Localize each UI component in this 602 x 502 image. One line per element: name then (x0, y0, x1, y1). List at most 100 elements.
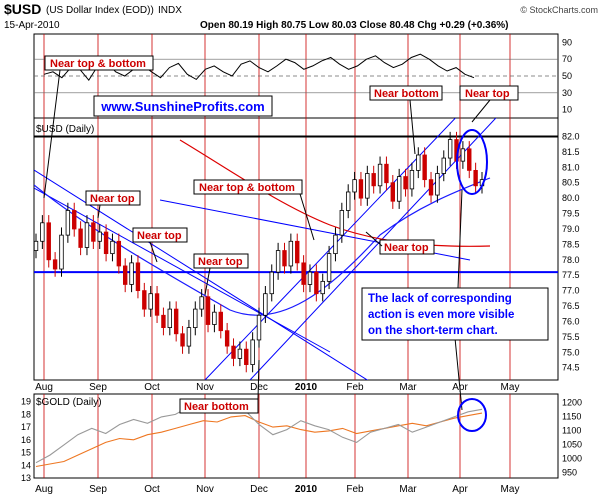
candle-2 (46, 215, 51, 268)
candle-44 (314, 264, 319, 302)
candle-body-3 (52, 259, 58, 270)
candle-10 (97, 224, 102, 249)
gold-left-y-tick-2: 17 (21, 422, 31, 432)
price-y-tick-10: 77.0 (562, 286, 580, 296)
candle-64 (441, 150, 446, 182)
gold-left-y-tick-4: 15 (21, 448, 31, 458)
gold-left-y-tick-6: 13 (21, 473, 31, 483)
candle-8 (84, 215, 90, 256)
annotation-near-bottom-dec: Near bottom (184, 401, 249, 413)
annotation-near-top-feb: Near top (384, 242, 429, 254)
candle-40 (288, 233, 294, 274)
candle-21 (167, 301, 172, 336)
candle-43 (307, 264, 313, 293)
candle-body-34 (250, 339, 255, 365)
candle-18 (148, 285, 153, 317)
candle-38 (275, 242, 281, 280)
gold-layer (35, 402, 483, 468)
candle-body-51 (358, 179, 364, 199)
candle-3 (52, 252, 58, 277)
indicator-y-tick-3: 30 (562, 88, 572, 98)
price-x-tick-3: Nov (196, 382, 214, 393)
candle-body-63 (435, 173, 440, 196)
price-y-tick-6: 79.0 (562, 224, 580, 234)
annotation-near-top-aug: Near top (90, 193, 135, 205)
candle-body-27 (205, 296, 211, 325)
candle-23 (180, 326, 185, 354)
candle-62 (428, 171, 434, 203)
candle-33 (244, 341, 249, 373)
indicator-y-tick-1: 70 (562, 54, 572, 64)
candle-body-6 (72, 210, 77, 230)
date-label: 15-Apr-2010 (4, 20, 60, 31)
candle-body-48 (339, 210, 345, 236)
trend-line-1 (34, 187, 331, 353)
candle-39 (282, 242, 287, 274)
price-y-tick-4: 80.0 (562, 193, 580, 203)
candle-body-16 (135, 262, 141, 292)
candle-15 (129, 255, 134, 293)
ohlc-readout: Open 80.19 High 80.75 Low 80.03 Close 80… (200, 20, 508, 31)
candle-body-44 (314, 271, 319, 295)
candle-13 (116, 233, 122, 274)
candle-25 (193, 301, 198, 336)
candle-body-37 (269, 271, 274, 295)
candle-24 (186, 319, 192, 354)
candle-body-53 (371, 173, 376, 187)
candle-body-9 (91, 222, 96, 242)
candle-body-45 (320, 280, 325, 295)
candle-body-14 (123, 265, 128, 285)
candle-body-50 (352, 179, 357, 193)
price-y-tick-12: 76.0 (562, 316, 580, 326)
candle-55 (384, 156, 389, 191)
candle-20 (161, 307, 166, 336)
gold-right-y-tick-1: 1150 (562, 411, 581, 421)
candle-body-18 (148, 293, 153, 310)
gold-x-tick-5: 2010 (295, 484, 318, 495)
callout-line-2: action is even more visible (368, 309, 514, 321)
candle-body-26 (199, 296, 204, 310)
candle-body-62 (428, 179, 434, 196)
candle-53 (371, 165, 376, 194)
gold-x-tick-7: Mar (399, 484, 417, 495)
gold-x-tick-4: Dec (250, 484, 268, 495)
candle-59 (409, 162, 415, 197)
callout-line-3: on the short-term chart. (368, 325, 498, 337)
callout-line-1: The lack of corresponding (368, 293, 512, 305)
candle-9 (91, 215, 96, 249)
price-x-tick-5: 2010 (295, 382, 318, 393)
candle-body-4 (59, 234, 64, 270)
candle-body-41 (295, 240, 300, 264)
price-y-tick-14: 75.0 (562, 347, 580, 357)
gold-left-y-tick-3: 16 (21, 435, 31, 445)
candle-51 (358, 171, 364, 206)
price-y-tick-1: 81.5 (562, 147, 580, 157)
candle-22 (173, 301, 179, 342)
highlight-ellipse-usd (456, 129, 488, 195)
price-x-tick-2: Oct (144, 382, 160, 393)
price-y-tick-2: 81.0 (562, 162, 580, 172)
candle-body-19 (154, 293, 160, 316)
candle-46 (326, 245, 332, 290)
candle-body-56 (390, 182, 395, 202)
candle-45 (320, 273, 325, 302)
gold-series-1 (35, 402, 483, 464)
candle-body-13 (116, 240, 122, 267)
price-y-tick-15: 74.5 (562, 363, 580, 373)
symbol-title: $USD (4, 1, 41, 17)
price-y-tick-3: 80.5 (562, 178, 580, 188)
candle-body-65 (447, 139, 453, 159)
index-name: (US Dollar Index (EOD)) (46, 5, 154, 16)
candle-body-54 (377, 163, 383, 187)
candle-36 (263, 285, 268, 323)
highlight-ellipse-gold (457, 398, 487, 432)
candle-body-15 (129, 262, 134, 285)
candle-31 (231, 338, 236, 367)
candle-54 (377, 156, 383, 194)
candle-69 (473, 162, 478, 194)
credit-label: © StockCharts.com (520, 5, 598, 15)
price-y-tick-7: 78.5 (562, 239, 580, 249)
price-x-tick-8: Apr (452, 382, 468, 393)
candle-body-60 (416, 154, 421, 171)
